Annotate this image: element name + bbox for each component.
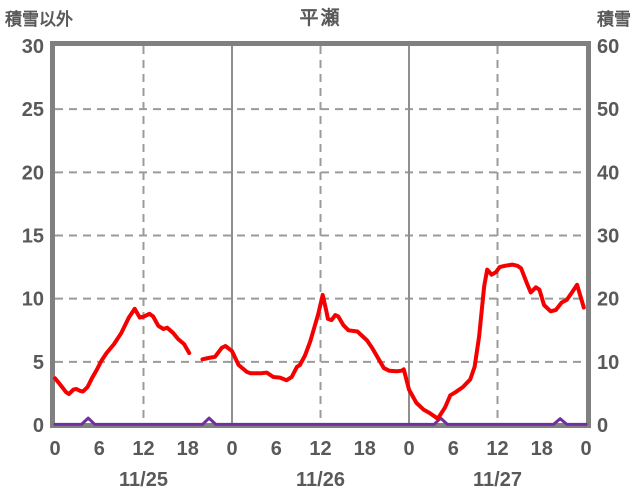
hour-tick-label: 6 (448, 438, 459, 460)
hour-tick-label: 0 (403, 438, 414, 460)
non-snow-series-line (200, 262, 586, 421)
hour-tick-label: 0 (226, 438, 237, 460)
right-axis-tick-label: 30 (597, 226, 619, 248)
right-axis-tick-label: 10 (597, 352, 619, 374)
hour-tick-label: 18 (177, 438, 199, 460)
right-axis-tick-label: 0 (597, 415, 608, 437)
right-axis-tick-label: 40 (597, 162, 619, 184)
hour-tick-label: 12 (132, 438, 154, 460)
date-label: 11/26 (296, 469, 345, 491)
right-axis-tick-label: 50 (597, 99, 619, 121)
snow-depth-line (53, 416, 588, 426)
hour-tick-label: 12 (486, 438, 508, 460)
left-axis-tick-label: 25 (22, 99, 44, 121)
right-axis-title: 積雪 (597, 10, 631, 29)
hour-tick-label: 6 (94, 438, 105, 460)
left-axis-tick-label: 15 (22, 226, 44, 248)
left-axis-tick-label: 10 (22, 289, 44, 311)
left-axis-tick-label: 5 (33, 352, 44, 374)
hour-tick-label: 0 (49, 438, 60, 460)
hour-tick-label: 0 (580, 438, 591, 460)
left-axis-tick-label: 0 (33, 415, 44, 437)
left-axis-title: 積雪以外 (5, 10, 73, 29)
non-snow-series-line (53, 306, 192, 396)
hour-tick-label: 18 (531, 438, 553, 460)
hour-tick-label: 6 (271, 438, 282, 460)
hour-tick-label: 12 (309, 438, 331, 460)
hour-tick-label: 18 (354, 438, 376, 460)
right-axis-tick-label: 60 (597, 36, 619, 58)
date-label: 11/27 (473, 469, 522, 491)
left-axis-tick-label: 20 (22, 162, 44, 184)
date-label: 11/25 (119, 469, 168, 491)
chart-title: 平瀬 (299, 8, 342, 29)
right-axis-tick-label: 20 (597, 289, 619, 311)
left-axis-tick-label: 30 (22, 36, 44, 58)
